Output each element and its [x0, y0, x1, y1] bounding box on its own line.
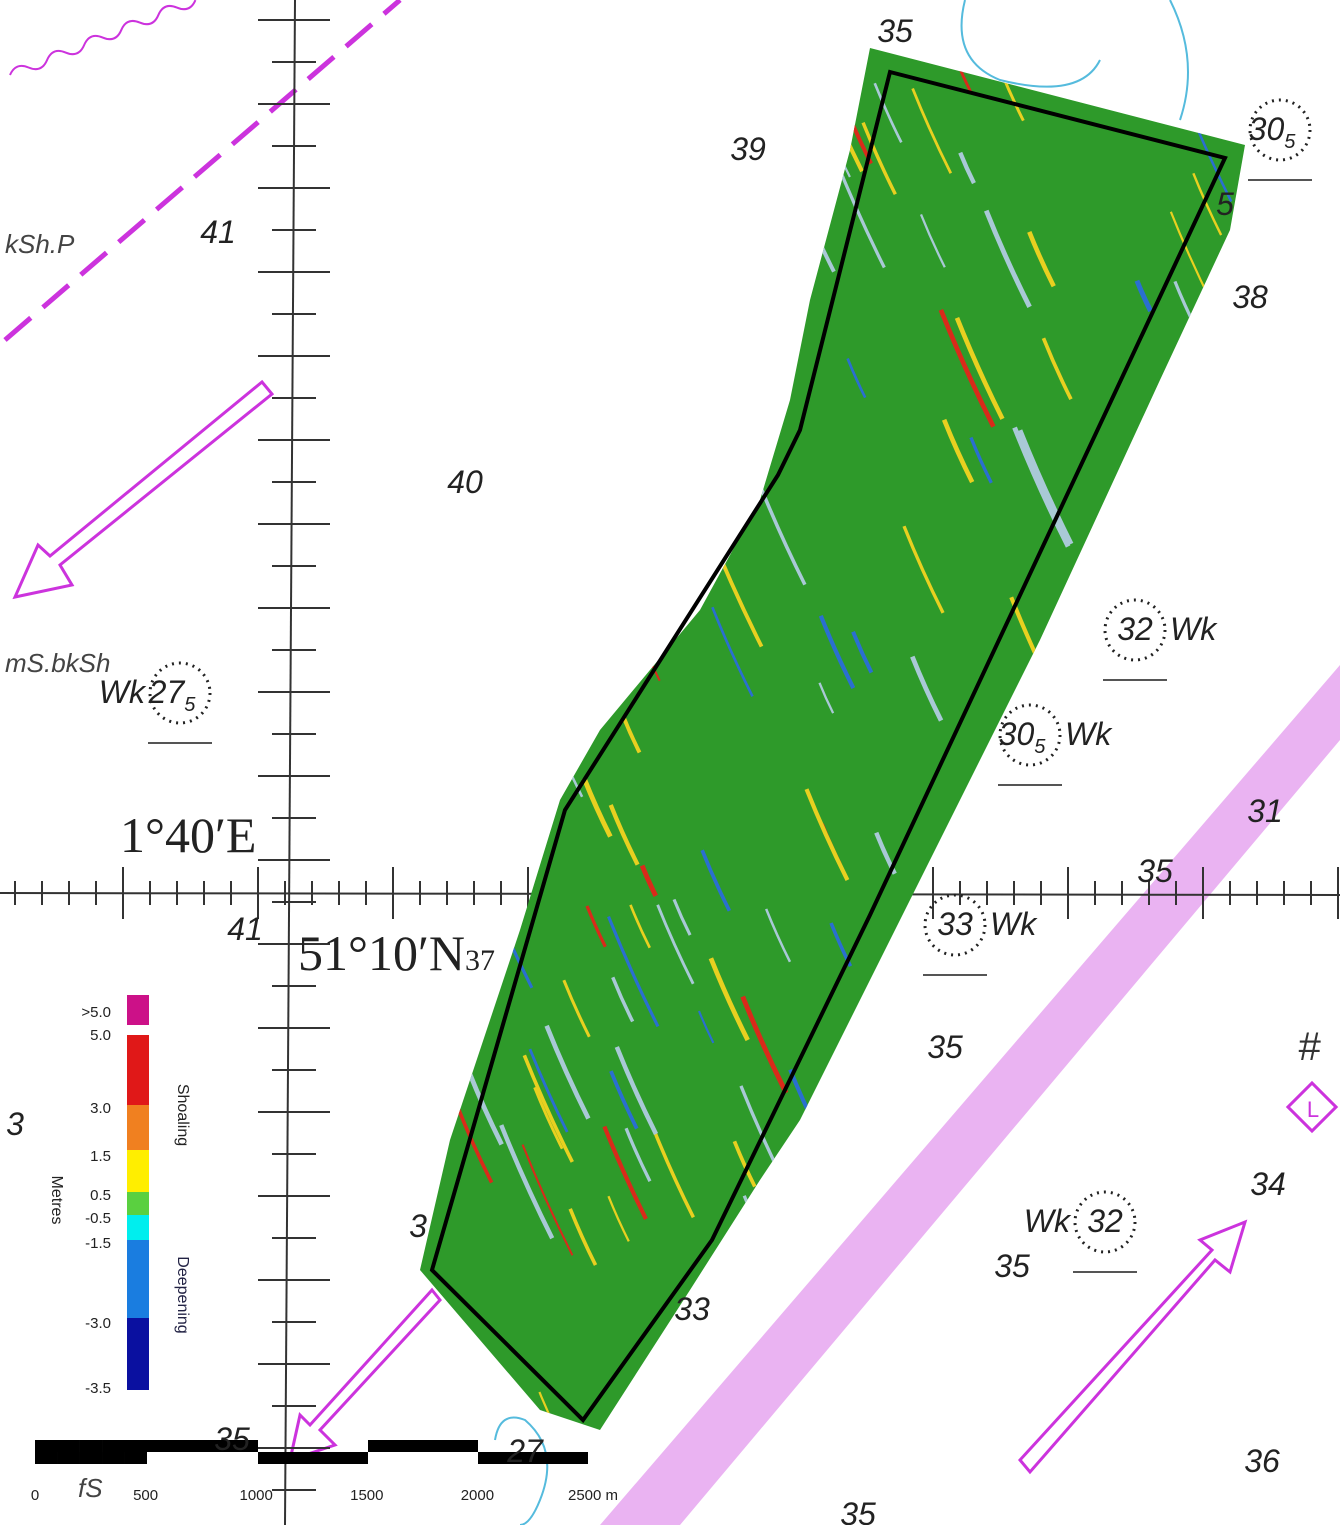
scale-cell	[57, 1452, 79, 1464]
scale-cell	[80, 1440, 102, 1452]
scale-segment	[368, 1440, 478, 1452]
latitude-suffix: 37	[465, 944, 495, 977]
wreck-label: Wk	[99, 674, 147, 710]
legend-swatch	[127, 1150, 149, 1192]
sounding: 31	[1247, 793, 1283, 829]
sounding: 27	[506, 1433, 544, 1469]
wreck-label: Wk	[1024, 1203, 1072, 1239]
sounding: 33	[674, 1291, 710, 1327]
wreck-depth-value: 32	[1117, 611, 1153, 647]
legend-label: >5.0	[81, 1004, 111, 1021]
legend-label: 1.5	[90, 1148, 111, 1165]
legend-swatch	[127, 995, 149, 1025]
wreck-depth-sub: 5	[1034, 736, 1046, 758]
wreck-depth: 33	[937, 906, 973, 942]
sounding: 41	[200, 214, 236, 250]
scale-label: 500	[133, 1487, 158, 1504]
wreck-depth: 32	[1087, 1203, 1123, 1239]
legend-label: -1.5	[85, 1235, 111, 1252]
legend-swatch	[127, 1192, 149, 1215]
sounding: 35	[877, 13, 913, 49]
legend-label: 5.0	[90, 1027, 111, 1044]
wreck-label: Wk	[990, 906, 1038, 942]
legend-label: 0.5	[90, 1187, 111, 1204]
scale-cell	[102, 1452, 124, 1464]
legend-label: -0.5	[85, 1210, 111, 1227]
scale-cell	[125, 1452, 147, 1464]
longitude-label: 1°40′E	[120, 807, 256, 863]
legend-label: -3.0	[85, 1315, 111, 1332]
wreck-depth-value: 30	[999, 716, 1035, 752]
scale-label: 1500	[350, 1487, 383, 1504]
sounding: 3	[409, 1208, 427, 1244]
wreck-depth: 32	[1117, 611, 1153, 647]
scale-label: 0	[31, 1487, 39, 1504]
wreck-depth-sub: 5	[184, 694, 196, 716]
scale-label: 2000	[461, 1487, 494, 1504]
wreck-depth-sub: 5	[1284, 131, 1296, 153]
scale-cell	[35, 1440, 57, 1452]
wreck-depth-value: 27	[148, 674, 186, 710]
sounding: 5	[1216, 186, 1234, 222]
sounding: 38	[1232, 279, 1268, 315]
sounding: 35	[214, 1421, 250, 1457]
sounding: 35	[927, 1029, 963, 1065]
sounding: 35	[840, 1496, 876, 1525]
seabed-note: fS	[78, 1473, 103, 1503]
seabed-note: kSh.P	[5, 229, 75, 259]
wreck-label: Wk	[1170, 611, 1218, 647]
wreck-depth-value: 32	[1087, 1203, 1123, 1239]
wreck-depth-value: 33	[937, 906, 973, 942]
latitude-text: 51°10′N	[298, 925, 465, 981]
scale-cell	[80, 1452, 102, 1464]
wreck-label: Wk	[1065, 716, 1113, 752]
legend-swatch	[127, 1215, 149, 1240]
legend-swatch	[127, 1105, 149, 1150]
sounding: 41	[227, 911, 263, 947]
sounding: 35	[994, 1248, 1030, 1284]
scale-label: 1000	[240, 1487, 273, 1504]
wreck-depth-value: 30	[1249, 111, 1285, 147]
scale-segment	[258, 1452, 368, 1464]
scale-cell	[102, 1440, 124, 1452]
legend-shoaling: Shoaling	[174, 1084, 191, 1146]
chart-map: L # 1°40′E 51°10′N37 Metres Shoaling Dee…	[0, 0, 1340, 1525]
sounding: 34	[1250, 1166, 1286, 1202]
hash-symbol: #	[1298, 1025, 1321, 1069]
sounding: 39	[730, 131, 766, 167]
light-label: L	[1307, 1097, 1319, 1122]
legend-swatch	[127, 1035, 149, 1105]
scale-cell	[57, 1440, 79, 1452]
legend-swatch	[127, 1240, 149, 1318]
sounding: 35	[1137, 853, 1173, 889]
sounding: 40	[447, 464, 483, 500]
scale-label: 2500 m	[568, 1487, 618, 1504]
sounding: 36	[1244, 1443, 1280, 1479]
legend-deepening: Deepening	[174, 1256, 191, 1333]
sounding: 3	[6, 1106, 24, 1142]
legend-unit: Metres	[48, 1176, 65, 1225]
legend-swatch	[127, 1318, 149, 1390]
scale-cell	[125, 1440, 147, 1452]
scale-cell	[35, 1452, 57, 1464]
legend-label: 3.0	[90, 1100, 111, 1117]
seabed-note: mS.bkSh	[5, 648, 111, 678]
legend-label: -3.5	[85, 1380, 111, 1397]
